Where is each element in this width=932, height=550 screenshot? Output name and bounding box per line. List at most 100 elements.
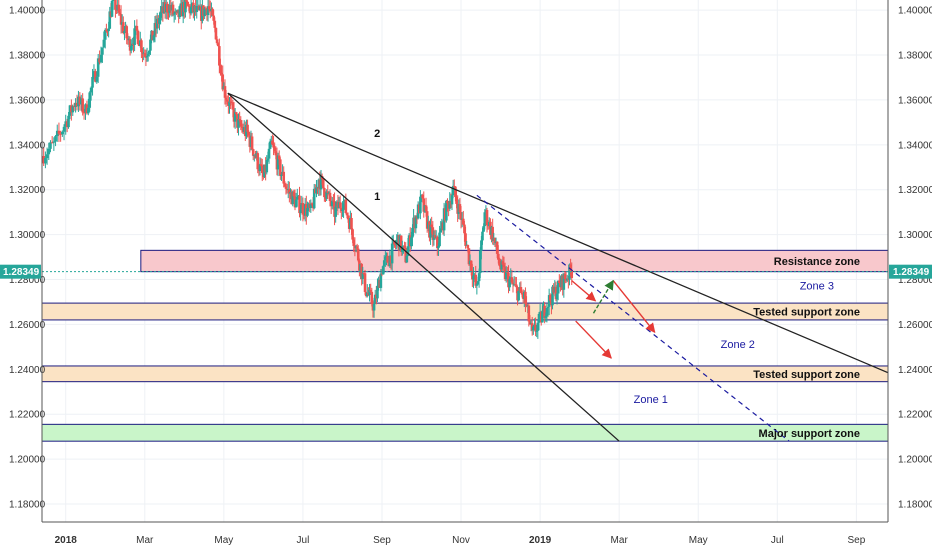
candle-body [274, 151, 278, 156]
candle-body [250, 136, 254, 150]
candle-body [437, 246, 440, 249]
candle-body [438, 232, 441, 247]
candle-body [458, 204, 462, 213]
candle-body [430, 224, 433, 228]
candle-body [338, 202, 342, 208]
candle-body [562, 273, 566, 290]
candle-body [195, 6, 199, 13]
candle-body [288, 189, 291, 194]
candle-body [92, 71, 96, 77]
candle-body [455, 197, 458, 204]
candle-body [238, 119, 241, 121]
current-price-tag-left [0, 264, 41, 279]
candle-body [548, 295, 552, 301]
zone-label: Tested support zone [753, 307, 860, 319]
y-tick-label-left: 1.40000 [9, 6, 46, 17]
candle-body [537, 313, 541, 323]
trendline [227, 92, 620, 442]
candle-body [271, 140, 274, 145]
candle-body [477, 273, 481, 282]
candle-body [344, 199, 348, 214]
y-tick-label-left: 1.18000 [9, 500, 46, 511]
candle-body [276, 155, 280, 170]
candle-body [351, 229, 354, 240]
y-tick-label-right: 1.28000 [898, 275, 932, 286]
candle-body [429, 224, 432, 238]
candle-body [221, 74, 225, 90]
candle-body [376, 285, 379, 299]
candle-body [229, 101, 232, 103]
candle-body [123, 30, 126, 34]
candle-body [136, 30, 140, 45]
candle-body [47, 148, 51, 155]
candle-body [451, 185, 455, 196]
trendline-number-label: 1 [374, 191, 380, 203]
y-tick-label-left: 1.24000 [9, 365, 46, 376]
x-tick-label: May [214, 535, 233, 546]
candle-body [446, 200, 449, 204]
candle-body [405, 256, 409, 263]
candle-body [472, 275, 475, 280]
candle-body [224, 97, 228, 100]
candle-body [105, 29, 108, 31]
candle-body [259, 164, 263, 166]
y-tick-label-right: 1.26000 [898, 320, 932, 331]
candle-body [312, 188, 316, 209]
candle-body [172, 13, 176, 15]
candle-body [545, 308, 549, 317]
candle-body [240, 126, 244, 129]
candle-body [135, 25, 139, 31]
x-tick-label: Sep [847, 535, 865, 546]
candle-body [212, 15, 215, 21]
candle-body [326, 191, 330, 193]
candle-body [59, 133, 62, 135]
candle-body [491, 226, 494, 242]
candle-body [129, 45, 133, 51]
candle-body [497, 253, 500, 260]
candle-body [246, 124, 249, 132]
candle-body [555, 293, 559, 300]
candle-body [111, 0, 115, 1]
candle-body [52, 141, 56, 143]
candle-body [411, 227, 414, 238]
candle-body [57, 130, 61, 134]
candle-body [535, 330, 539, 332]
candle-body [206, 6, 210, 16]
candle-body [152, 35, 156, 41]
candle-body [282, 171, 286, 184]
candle-body [340, 207, 343, 211]
candle-body [99, 54, 103, 63]
candle-body [143, 53, 147, 57]
candle-body [95, 76, 99, 82]
candle-body [528, 321, 532, 325]
candle-body [544, 316, 548, 318]
candle-body [283, 183, 287, 187]
candle-body [369, 289, 372, 292]
candle-body [363, 273, 367, 292]
projection-arrow [592, 279, 614, 314]
candle-body [525, 303, 528, 306]
candle-body [42, 156, 45, 164]
candle-body [448, 200, 452, 209]
candle-body [158, 17, 161, 24]
candle-body [277, 155, 281, 160]
candle-body [482, 226, 485, 232]
candle-body [114, 0, 117, 10]
candle-body [87, 107, 90, 114]
candle-body [228, 101, 231, 106]
candle-body [186, 1, 190, 6]
candle-body [140, 40, 143, 52]
candle-body [515, 284, 518, 288]
candle-body [128, 39, 132, 51]
candle-body [85, 104, 89, 114]
candle-body [414, 216, 418, 229]
x-tick-label: 2019 [529, 535, 552, 546]
candle-body [386, 255, 389, 263]
candle-body [102, 39, 106, 48]
candle-body [251, 149, 255, 156]
candle-body [370, 291, 374, 305]
candle-body [81, 98, 84, 113]
candle-body [368, 289, 371, 295]
candle-body [125, 26, 129, 39]
